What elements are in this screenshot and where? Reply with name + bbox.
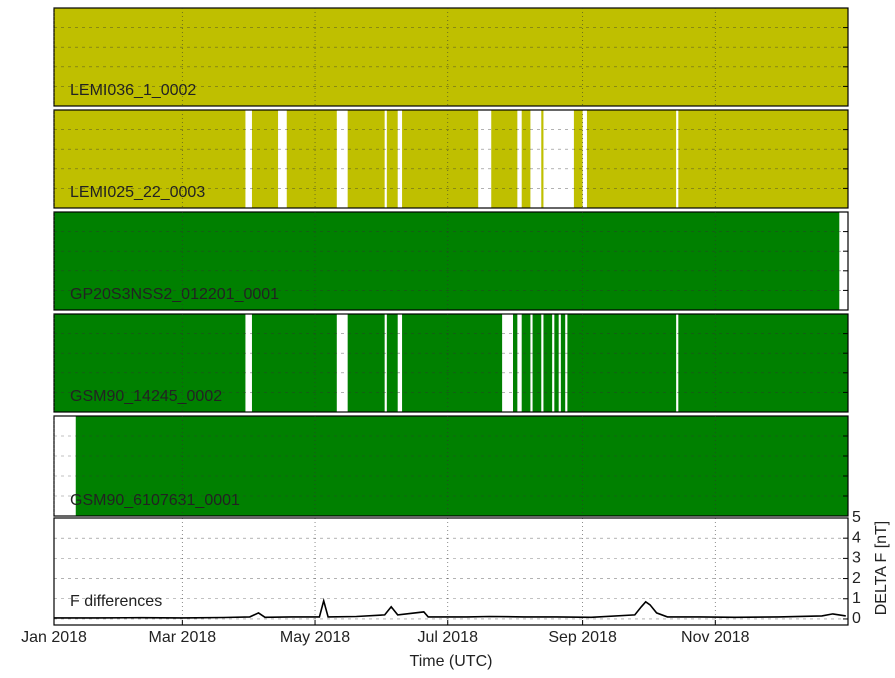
availability-bar: [521, 110, 531, 208]
availability-bar: [386, 110, 398, 208]
availability-bar: [402, 110, 479, 208]
availability-bar: [491, 110, 518, 208]
x-tick-label: Jan 2018: [21, 629, 87, 646]
x-tick-label: Mar 2018: [149, 629, 217, 646]
availability-bar: [54, 314, 246, 412]
y-axis-label: DELTA F [nT]: [873, 521, 890, 616]
availability-bar: [251, 314, 337, 412]
availability-bar: [512, 314, 518, 412]
availability-bar: [251, 110, 279, 208]
y-tick-label: 3: [852, 550, 861, 567]
series-label: GSM90_14245_0002: [70, 388, 222, 405]
series-label: GP20S3NSS2_012201_0001: [70, 286, 279, 303]
availability-bar: [347, 110, 385, 208]
x-tick-label: Nov 2018: [681, 629, 750, 646]
series-label: F differences: [70, 593, 162, 610]
availability-bar: [678, 110, 848, 208]
y-tick-label: 4: [852, 529, 861, 546]
y-tick-label: 0: [852, 610, 861, 627]
series-label: GSM90_6107631_0001: [70, 492, 240, 509]
availability-bar: [286, 110, 337, 208]
availability-bar: [567, 314, 677, 412]
x-tick-label: May 2018: [280, 629, 350, 646]
y-tick-label: 2: [852, 570, 861, 587]
availability-bar: [541, 110, 544, 208]
difference-line: [54, 597, 846, 619]
availability-bar: [54, 110, 246, 208]
availability-bar: [54, 212, 840, 310]
availability-bar: [347, 314, 385, 412]
availability-bar: [678, 314, 848, 412]
availability-bar: [586, 110, 677, 208]
availability-bar: [532, 314, 542, 412]
availability-bar: [402, 314, 503, 412]
panel-frame: [53, 517, 849, 626]
availability-bar: [554, 314, 559, 412]
availability-bar: [521, 314, 531, 412]
series-label: LEMI036_1_0002: [70, 82, 196, 99]
panel-frame: [53, 415, 849, 517]
availability-bar: [386, 314, 398, 412]
x-axis-label: Time (UTC): [410, 653, 493, 670]
availability-bar: [560, 314, 566, 412]
y-tick-label: 1: [852, 590, 861, 607]
series-label: LEMI025_22_0003: [70, 184, 205, 201]
x-tick-label: Jul 2018: [417, 629, 478, 646]
y-tick-label: 5: [852, 509, 861, 526]
availability-bar: [543, 314, 553, 412]
x-tick-label: Sep 2018: [548, 629, 617, 646]
availability-bar: [75, 416, 849, 516]
availability-bar: [573, 110, 583, 208]
